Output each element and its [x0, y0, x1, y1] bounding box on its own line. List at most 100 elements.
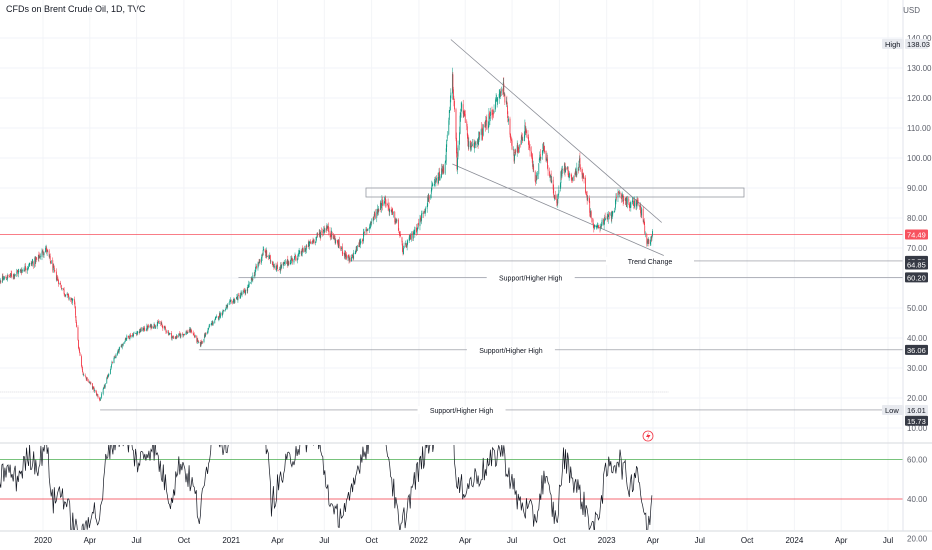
candle-body — [360, 241, 362, 244]
candle-body — [302, 248, 304, 253]
candle-body — [580, 167, 581, 170]
candle-body — [308, 241, 310, 247]
candle-body — [178, 333, 180, 338]
candle-body — [2, 278, 4, 280]
candle-body — [577, 168, 579, 171]
candle-body — [651, 236, 652, 240]
candle-body — [509, 118, 511, 135]
candle-body — [104, 385, 106, 387]
candle-body — [491, 109, 493, 116]
candle-body — [38, 256, 40, 258]
candle-body — [272, 264, 274, 266]
candle-body — [240, 295, 241, 299]
candle-body — [184, 333, 185, 336]
candle-body — [286, 261, 288, 264]
candle-body — [626, 200, 628, 205]
candle-body — [79, 348, 80, 353]
candle-body — [529, 147, 531, 152]
candle-body — [521, 138, 523, 142]
candle-body — [608, 212, 610, 216]
candle-body — [320, 231, 322, 232]
candle-body — [425, 209, 427, 211]
candle-body — [142, 328, 144, 332]
candle-body — [109, 369, 111, 374]
candle-body — [593, 228, 595, 229]
candle-body — [16, 270, 18, 273]
candle-body — [61, 288, 63, 289]
candle-body — [219, 313, 221, 317]
y-tick-label: 50.00 — [907, 304, 928, 313]
x-tick-label: Apr — [84, 536, 97, 545]
candle-body — [257, 263, 259, 269]
candle-body — [481, 127, 483, 135]
candle-body — [637, 199, 639, 206]
candle-body — [640, 213, 642, 215]
candle-body — [427, 196, 429, 202]
candle-body — [7, 274, 9, 277]
candle-body — [199, 342, 201, 346]
candle-body — [148, 325, 149, 328]
candle-body — [459, 115, 461, 134]
candle-body — [90, 382, 92, 384]
candle-body — [439, 171, 440, 181]
candle-body — [358, 241, 360, 247]
candle-body — [442, 166, 444, 174]
candle-body — [351, 255, 353, 257]
candle-body — [139, 328, 141, 332]
grid — [0, 0, 903, 530]
price-tag-value: 15.73 — [907, 417, 926, 426]
candle-body — [259, 259, 261, 262]
support-line-label: Trend Change — [628, 259, 673, 266]
candle-body — [473, 143, 475, 148]
candle-body — [568, 176, 570, 179]
candle-body — [103, 387, 105, 389]
candle-body — [150, 324, 152, 329]
candle-body — [204, 334, 206, 337]
candle-body — [496, 99, 498, 101]
candle-body — [175, 337, 177, 339]
candle-body — [600, 226, 602, 228]
candle-body — [557, 194, 559, 197]
candle-body — [424, 210, 426, 212]
candle-body — [49, 255, 51, 257]
candle-body — [337, 240, 339, 245]
candle-body — [72, 299, 74, 301]
candle-body — [48, 250, 50, 257]
candle-body — [345, 250, 346, 258]
candle-body — [449, 99, 451, 111]
candle-body — [446, 139, 448, 148]
candle-body — [466, 126, 468, 136]
candle-body — [525, 126, 526, 133]
candle-body — [313, 239, 315, 243]
candle-body — [205, 332, 207, 334]
candle-body — [493, 113, 494, 115]
candle-body — [229, 301, 231, 303]
candle-body — [456, 152, 458, 169]
candle-body — [333, 236, 335, 240]
candle-body — [543, 142, 544, 151]
candle-body — [225, 307, 227, 310]
lightning-icon[interactable] — [642, 430, 654, 442]
candle-body — [419, 218, 421, 227]
candle-body — [209, 325, 211, 327]
candle-body — [57, 277, 58, 279]
candle-body — [642, 208, 644, 222]
candle-body — [279, 268, 281, 270]
candle-body — [89, 382, 91, 384]
candle-body — [78, 339, 79, 349]
candle-body — [549, 176, 551, 178]
candle-body — [607, 217, 609, 220]
candle-body — [525, 129, 527, 132]
candle-body — [594, 225, 596, 228]
candle-body — [514, 151, 516, 154]
candle-body — [129, 335, 131, 339]
candle-body — [236, 296, 238, 298]
candle-body — [310, 241, 311, 244]
candle-body — [54, 270, 56, 272]
candle-body — [345, 254, 347, 258]
candle-body — [540, 156, 542, 159]
candle-body — [194, 335, 196, 337]
candle-body — [74, 302, 76, 307]
candle-body — [245, 290, 247, 294]
